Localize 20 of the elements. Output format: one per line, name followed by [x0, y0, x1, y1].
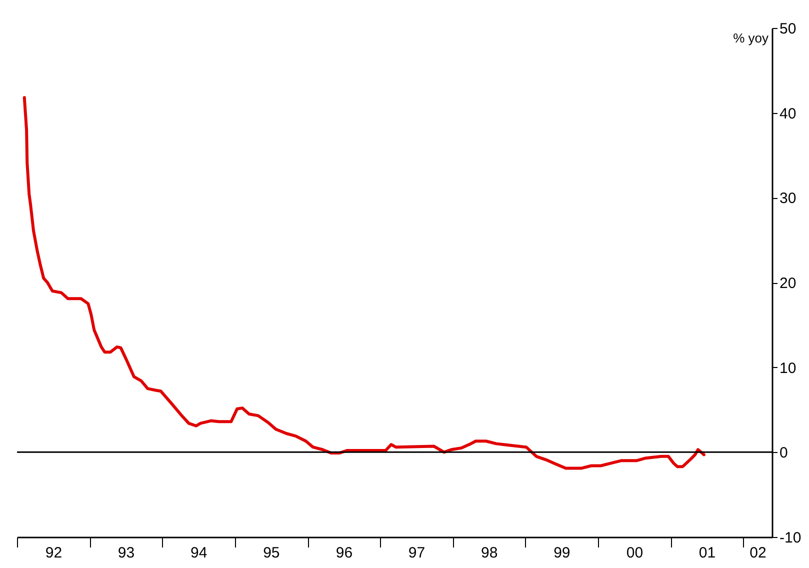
line-series — [22, 96, 706, 470]
x-tick-label: 02 — [750, 544, 766, 562]
y-axis-title: % yoy — [733, 30, 769, 46]
x-tick-label: 97 — [408, 544, 426, 562]
y-tick-label: 20 — [780, 275, 796, 292]
y-tick-label: 10 — [780, 360, 796, 377]
x-tick-label: 98 — [481, 544, 498, 562]
x-tick-label: 92 — [45, 544, 62, 562]
y-tick-label: 50 — [780, 20, 796, 38]
x-tick-label: 00 — [626, 544, 644, 562]
y-tick-label: 40 — [780, 105, 796, 122]
x-tick-label: 95 — [263, 544, 280, 562]
x-tick-label: 99 — [554, 544, 570, 562]
y-tick-label: -10 — [780, 530, 802, 546]
x-tick-label: 01 — [698, 544, 716, 562]
x-tick-label: 94 — [190, 544, 208, 562]
y-tick-label: 30 — [780, 190, 796, 208]
x-tick-label: 93 — [118, 544, 135, 562]
y-tick-label: 0 — [780, 444, 788, 462]
x-tick-label: 96 — [336, 544, 353, 562]
